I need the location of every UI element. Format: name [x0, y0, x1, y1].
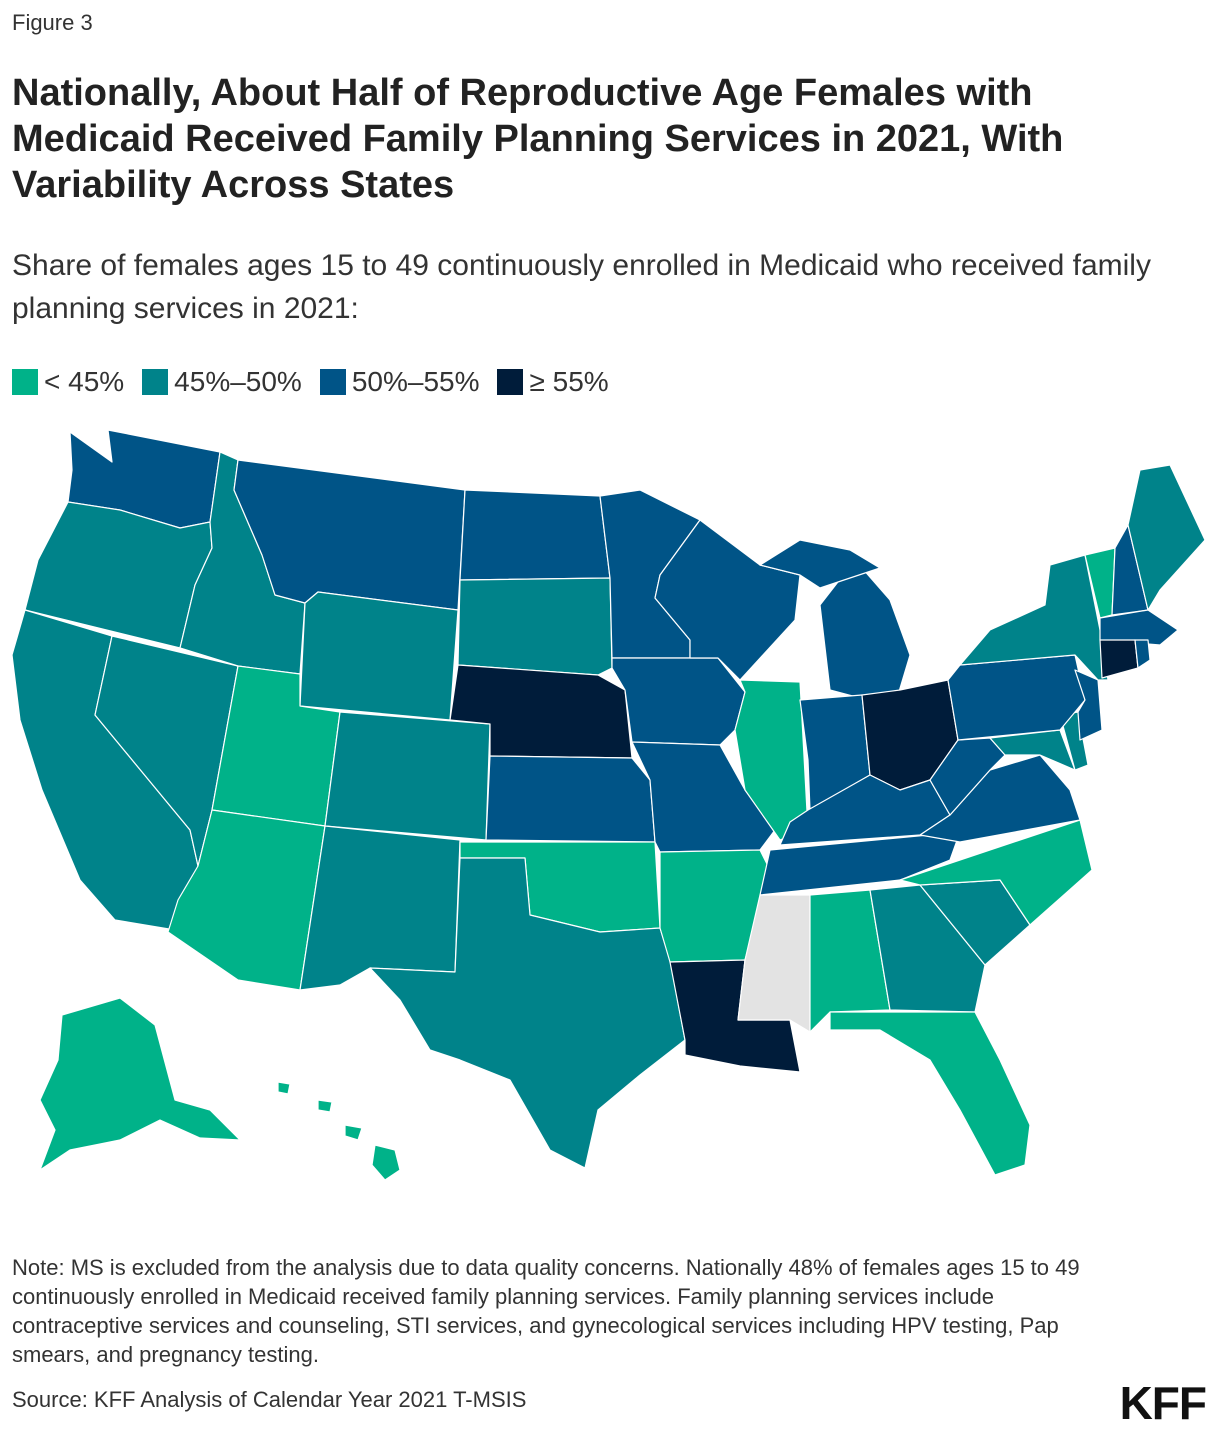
chart-subtitle: Share of females ages 15 to 49 continuou…: [12, 249, 1151, 325]
chart-note: Note: MS is excluded from the analysis d…: [12, 1255, 1080, 1367]
state-IA[interactable]: [611, 657, 746, 746]
state-TX[interactable]: [369, 857, 686, 1169]
state-FL[interactable]: [829, 1011, 1031, 1176]
kff-logo: KFF: [1119, 1377, 1207, 1429]
us-state-map: [11, 429, 1206, 1181]
state-CT[interactable]: [1099, 639, 1139, 679]
state-AK[interactable]: [39, 997, 241, 1171]
state-NC[interactable]: [899, 819, 1093, 926]
state-KS[interactable]: [485, 755, 656, 843]
state-GA[interactable]: [869, 884, 986, 1013]
state-RI[interactable]: [1134, 639, 1151, 669]
legend-label: < 45%: [44, 366, 125, 397]
chart-title: Nationally, About Half of Reproductive A…: [12, 72, 1064, 206]
legend-item-ge55: ≥ 55%: [497, 366, 609, 398]
state-AL[interactable]: [809, 889, 891, 1033]
legend-swatch: [497, 369, 524, 395]
legend-label: 50%–55%: [351, 366, 480, 397]
state-ND[interactable]: [459, 489, 611, 581]
chart-source: Source: KFF Analysis of Calendar Year 20…: [12, 1387, 527, 1412]
legend-label: 45%–50%: [174, 366, 302, 397]
state-MA[interactable]: [1099, 609, 1179, 646]
legend-item-45-50: 45%–50%: [142, 366, 302, 398]
state-HI-big[interactable]: [371, 1144, 401, 1181]
legend-label: ≥ 55%: [529, 366, 609, 397]
legend-item-lt45: < 45%: [12, 366, 124, 398]
state-NM[interactable]: [299, 825, 461, 991]
state-HI-maui[interactable]: [344, 1124, 363, 1141]
state-SD[interactable]: [457, 577, 613, 676]
state-MI-UP[interactable]: [759, 539, 881, 589]
legend-item-50-55: 50%–55%: [319, 366, 480, 398]
legend-swatch: [142, 369, 169, 395]
legend-swatch: [319, 369, 346, 395]
state-HI-kauai[interactable]: [277, 1081, 291, 1095]
legend-swatch: [12, 369, 38, 395]
figure-label: Figure 3: [12, 10, 93, 35]
state-NY[interactable]: [959, 554, 1109, 681]
state-HI-oahu[interactable]: [317, 1099, 333, 1113]
legend: < 45% 45%–50% 50%–55% ≥ 55%: [12, 366, 609, 398]
state-CO[interactable]: [324, 711, 491, 841]
state-WY[interactable]: [299, 591, 459, 721]
